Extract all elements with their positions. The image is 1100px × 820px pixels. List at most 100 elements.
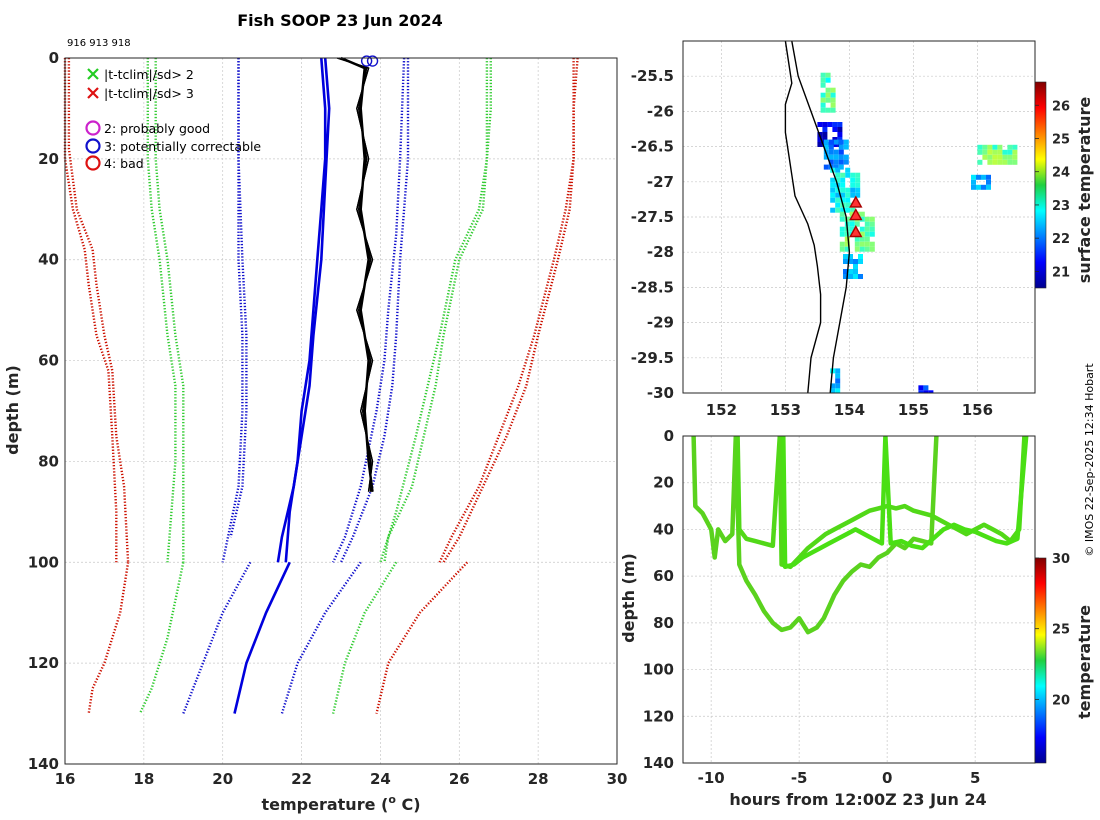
map-sst-cell [997, 154, 1003, 160]
map-sst-cell [828, 154, 834, 160]
map-sst-cell [835, 388, 841, 393]
map-sst-cell [848, 269, 853, 274]
map-sst-cell [830, 182, 836, 188]
map-sst-cell [982, 149, 988, 155]
map-sst-cell [981, 184, 986, 190]
profile-xtick-label: 24 [370, 770, 391, 788]
map-station-marker [849, 225, 863, 238]
map-ytick-label: -27.5 [631, 208, 674, 226]
map-sst-cell [844, 241, 850, 247]
map-sst-cell [840, 207, 846, 213]
map-sst-cell [833, 149, 839, 155]
map-sst-cell [833, 159, 839, 165]
map-sst-cell [822, 132, 828, 137]
map-panel: 152 153 154 155 156 -25.5 -26 -26.5 -27 -27.5 -28 -… [631, 40, 1094, 419]
map-sst-cell [849, 211, 855, 217]
profile-ytick-label: 40 [38, 251, 59, 269]
map-sst-cell [837, 137, 843, 142]
map-sst-cell [918, 385, 924, 391]
map-sst-cell [869, 231, 875, 237]
map-sst-cell [840, 197, 846, 203]
map-sst-cell [823, 154, 829, 160]
timeseries-xtick-label: -5 [791, 769, 808, 787]
map-ytick-label: -26.5 [631, 138, 674, 156]
map-sst-cell [828, 144, 834, 150]
map-sst-cell [971, 174, 976, 180]
profile-ytick-label: 60 [38, 352, 59, 370]
map-colorbar-tick-label: 26 [1052, 99, 1070, 114]
map-sst-cell [838, 144, 844, 150]
map-sst-cell [838, 139, 844, 145]
map-sst-cell [864, 216, 870, 222]
map-sst-cell [840, 192, 846, 198]
watermark: © IMOS 22-Sep-2025 12:34 Hobart [1083, 363, 1096, 557]
map-sst-cell [869, 226, 875, 232]
profile-series-line [276, 57, 331, 563]
map-sst-cell [850, 177, 856, 183]
map-sst-cell [833, 139, 839, 145]
map-sst-cell [859, 246, 865, 252]
map-sst-cell [825, 97, 831, 103]
map-sst-cell [864, 226, 870, 232]
profile-xtick-label: 20 [212, 770, 233, 788]
map-sst-cell [854, 241, 860, 247]
legend-label: 2: probably good [104, 121, 210, 136]
map-sst-cell [844, 216, 850, 222]
timeseries-colorbar-label: temperature [1075, 605, 1094, 719]
map-sst-cell [835, 373, 841, 379]
map-sst-cell [986, 184, 991, 190]
timeseries-colorbar-tick-label: 30 [1052, 552, 1070, 567]
map-sst-cell [830, 177, 836, 183]
map-sst-cell [838, 159, 844, 165]
map-sst-cell [859, 241, 865, 247]
profile-ytick-label: 80 [38, 452, 59, 470]
timeseries-xlabel: hours from 12:00Z 23 Jun 24 [729, 790, 986, 809]
map-colorbar-label: surface temperature [1075, 97, 1094, 284]
map-sst-patch [918, 385, 934, 393]
map-sst-cell [923, 390, 929, 393]
map-sst-cell [840, 187, 846, 193]
map-ytick-label: -29.5 [631, 349, 674, 367]
map-sst-cell [828, 139, 834, 145]
map-xtick-label: 153 [770, 401, 801, 419]
map-sst-cell [859, 236, 865, 242]
map-sst-cell [839, 216, 845, 222]
profile-ytick-label: 140 [28, 755, 59, 773]
profile-series-line [339, 58, 410, 563]
profile-series-line [221, 58, 244, 563]
legend-marker-x [87, 87, 99, 99]
map-sst-cell [838, 154, 844, 160]
profile-panel: Fish SOOP 23 Jun 2024 916 913 918 |t-tcl… [3, 11, 627, 814]
map-coastline [784, 41, 822, 393]
map-sst-cell [837, 132, 843, 137]
map-sst-cell [843, 159, 849, 165]
map-sst-cell [845, 202, 851, 208]
map-sst-cell [858, 254, 863, 259]
map-sst-cell [845, 192, 851, 198]
map-shelf-contour [791, 41, 851, 393]
map-xtick-label: 156 [962, 401, 993, 419]
map-ytick-label: -29 [647, 314, 674, 332]
timeseries-ytick-label: 60 [653, 567, 674, 585]
profile-ytick-label: 0 [49, 49, 59, 67]
map-sst-cell [830, 187, 836, 193]
legend-label: |t-tclim|/sd> 2 [104, 67, 194, 82]
map-sst-cell [835, 192, 841, 198]
profile-series-line [280, 561, 362, 714]
map-sst-cell [825, 87, 831, 93]
timeseries-colorbar-tick-label: 20 [1052, 693, 1070, 708]
map-sst-cell [837, 127, 843, 132]
map-sst-cell [820, 107, 826, 113]
map-sst-cell [843, 269, 848, 274]
map-sst-cell [845, 172, 851, 178]
legend-marker-circle [85, 138, 101, 154]
map-sst-cell [859, 216, 865, 222]
timeseries-ytick-label: 0 [664, 427, 674, 445]
map-sst-cell [850, 187, 856, 193]
map-sst-cell [817, 137, 823, 142]
map-sst-cell [854, 221, 860, 227]
timeseries-panel: -10 -5 0 5 0 20 40 60 80 100 120 140 hours from 12:… [619, 427, 1094, 809]
map-sst-cell [820, 72, 826, 78]
profile-station-ids: 916 913 918 [67, 38, 131, 49]
map-sst-cell [859, 231, 865, 237]
